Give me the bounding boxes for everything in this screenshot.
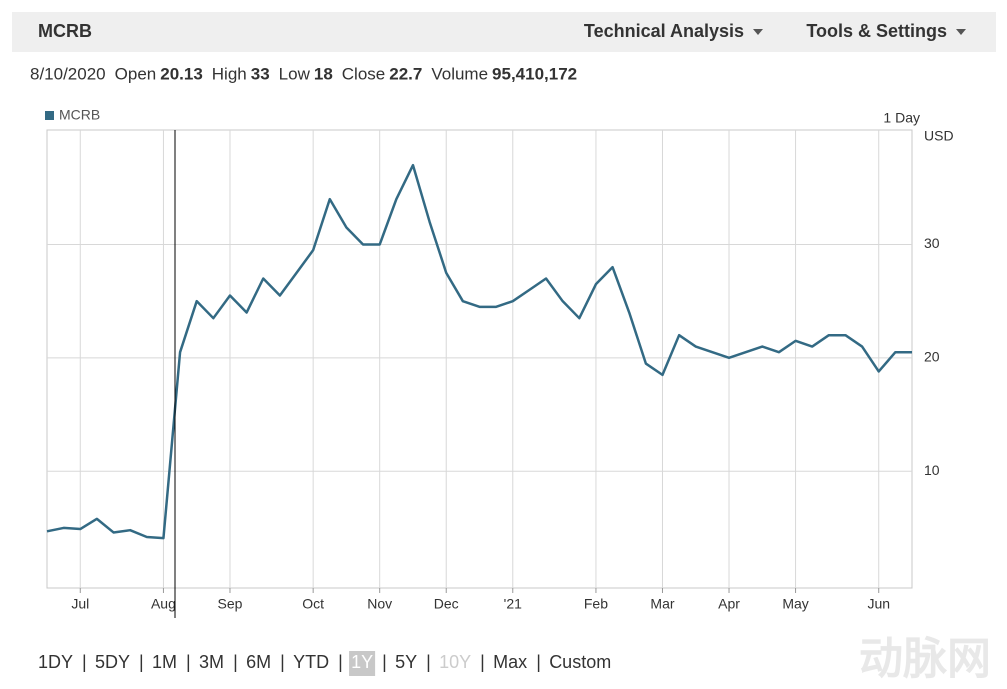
- separator: |: [382, 652, 387, 672]
- quote-date: 8/10/2020: [30, 64, 106, 83]
- quote-value: 22.7: [389, 64, 422, 83]
- quote-label: Open: [115, 64, 157, 83]
- price-line: [46, 163, 912, 540]
- legend-swatch: [45, 111, 54, 120]
- range-option[interactable]: 5Y: [395, 652, 417, 672]
- quote-label: Close: [342, 64, 385, 83]
- x-tick-label: '21: [504, 596, 522, 612]
- separator: |: [139, 652, 144, 672]
- x-tick-label: Feb: [584, 596, 608, 612]
- watermark: 动脉网: [859, 635, 991, 684]
- x-tick-label: Apr: [718, 596, 740, 612]
- quote-label: Low: [279, 64, 311, 83]
- separator: |: [426, 652, 431, 672]
- range-option[interactable]: 5DY: [95, 652, 130, 672]
- x-tick-label: Sep: [218, 596, 243, 612]
- quote-value: 33: [251, 64, 270, 83]
- x-tick-label: Nov: [367, 596, 392, 612]
- separator: |: [233, 652, 238, 672]
- quote-value: 18: [314, 64, 333, 83]
- quote-value: 95,410,172: [492, 64, 577, 83]
- range-option[interactable]: Max: [493, 652, 527, 672]
- header-bar: [12, 12, 996, 52]
- separator: |: [536, 652, 541, 672]
- range-option[interactable]: 3M: [199, 652, 224, 672]
- symbol: MCRB: [38, 21, 92, 41]
- quote-label: Volume: [431, 64, 488, 83]
- interval: 1 Day: [883, 110, 920, 126]
- menu[interactable]: Tools & Settings: [806, 21, 947, 41]
- quote-label: High: [212, 64, 247, 83]
- x-tick-label: Jul: [71, 596, 89, 612]
- x-tick-label: Jun: [867, 596, 890, 612]
- separator: |: [338, 652, 343, 672]
- y-tick-label: 30: [924, 235, 940, 251]
- range-option: 10Y: [439, 652, 471, 672]
- range-option[interactable]: 1Y: [351, 652, 373, 672]
- range-option[interactable]: Custom: [549, 652, 611, 672]
- x-tick-label: Mar: [650, 596, 674, 612]
- y-tick-label: 20: [924, 349, 940, 365]
- separator: |: [280, 652, 285, 672]
- x-tick-label: Oct: [302, 596, 324, 612]
- caret: [753, 29, 763, 35]
- y-axis-label: USD: [924, 128, 954, 144]
- plot-frame: [46, 129, 913, 589]
- separator: |: [82, 652, 87, 672]
- range-selected-bg: [349, 651, 376, 676]
- caret: [956, 29, 966, 35]
- separator: |: [480, 652, 485, 672]
- x-tick-label: May: [782, 596, 808, 612]
- y-tick-label: 10: [924, 462, 940, 478]
- range-option[interactable]: 6M: [246, 652, 271, 672]
- x-tick-label: Aug: [151, 596, 176, 612]
- x-tick-label: Dec: [434, 596, 459, 612]
- separator: |: [186, 652, 191, 672]
- range-option[interactable]: 1M: [152, 652, 177, 672]
- quote-value: 20.13: [160, 64, 203, 83]
- menu[interactable]: Technical Analysis: [584, 21, 744, 41]
- range-option[interactable]: YTD: [293, 652, 329, 672]
- legend-label: MCRB: [59, 107, 100, 123]
- range-option[interactable]: 1DY: [38, 652, 73, 672]
